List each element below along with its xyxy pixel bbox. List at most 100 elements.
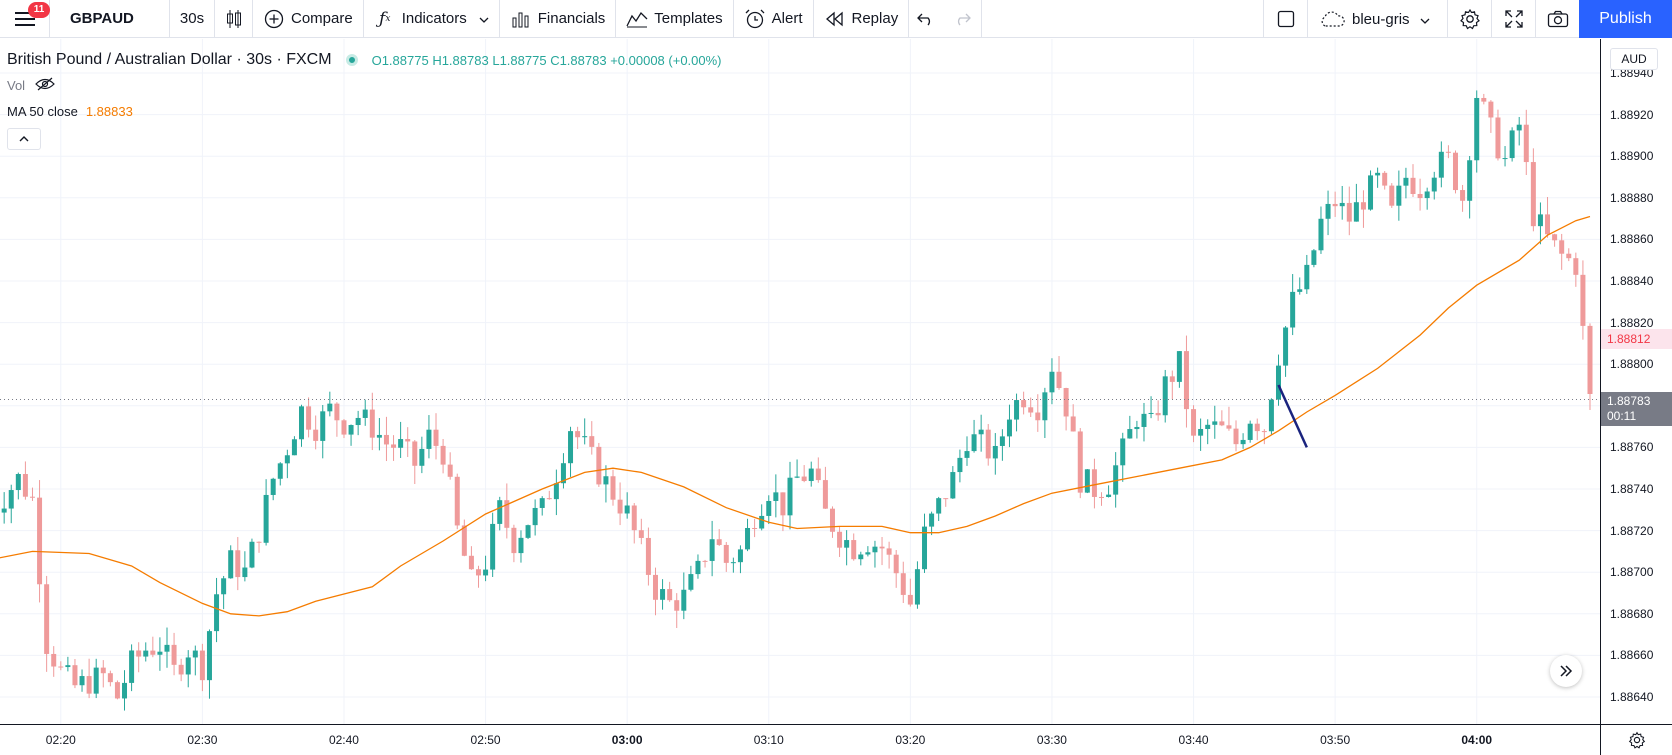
ma-label: MA 50 close xyxy=(7,103,78,119)
candle-body xyxy=(745,527,751,550)
settings-button[interactable] xyxy=(1447,0,1491,38)
candle-body xyxy=(1261,431,1267,433)
candle-body xyxy=(1006,419,1012,437)
candle-body xyxy=(1460,190,1466,201)
chart-type-button[interactable] xyxy=(215,0,253,38)
candle-body xyxy=(1176,351,1182,382)
candle-body xyxy=(624,505,630,514)
candle-body xyxy=(1523,124,1529,163)
candle-body xyxy=(1028,407,1034,413)
compare-button[interactable]: Compare xyxy=(253,0,364,38)
time-tick-label: 03:20 xyxy=(895,733,926,747)
candle-body xyxy=(1226,425,1232,429)
candle-body xyxy=(645,537,651,575)
volume-legend[interactable]: Vol xyxy=(7,72,722,98)
scroll-to-realtime-button[interactable] xyxy=(1550,655,1582,687)
interval-button[interactable]: 30s xyxy=(170,0,215,38)
candle-body xyxy=(1431,177,1437,192)
candle-body xyxy=(1509,130,1515,159)
chart-pane[interactable] xyxy=(0,39,1600,724)
candle-body xyxy=(483,569,489,576)
current-price: 1.88783 xyxy=(1607,393,1651,408)
candle-body xyxy=(844,540,850,548)
chevron-down-icon xyxy=(1420,11,1430,28)
time-axis[interactable]: 02:20 02:30 02:40 02:50 03:00 03:10 03:20 03:30… xyxy=(0,724,1600,755)
eye-crossed-icon[interactable] xyxy=(35,77,55,94)
ma-legend[interactable]: MA 50 close 1.88833 xyxy=(7,98,722,124)
expand-icon xyxy=(1504,10,1523,28)
candle-body xyxy=(603,476,609,485)
symbol-search-button[interactable]: GBPAUD xyxy=(50,0,170,38)
snapshot-button[interactable] xyxy=(1535,0,1579,38)
collapse-legend-button[interactable] xyxy=(7,128,41,150)
candle-body xyxy=(525,525,531,538)
candle-body xyxy=(1438,151,1444,178)
price-axis[interactable]: 1.88940 1.88920 1.88900 1.88880 1.88860 1.888… xyxy=(1600,39,1672,724)
candle-body xyxy=(553,483,559,500)
candle-body xyxy=(1488,101,1494,118)
candle-body xyxy=(631,505,637,531)
financials-button[interactable]: Financials xyxy=(500,0,617,38)
menu-button[interactable]: 11 xyxy=(0,0,50,38)
candle-body xyxy=(1537,214,1543,227)
templates-button[interactable]: Templates xyxy=(616,0,734,38)
candle-body xyxy=(58,666,64,668)
alert-button[interactable]: Alert xyxy=(734,0,814,38)
fullscreen-button[interactable] xyxy=(1491,0,1535,38)
chevron-down-icon[interactable] xyxy=(479,10,489,27)
candle-body xyxy=(752,527,758,529)
candle-body xyxy=(702,560,708,562)
notification-badge: 11 xyxy=(28,1,50,18)
candle-body xyxy=(992,445,998,459)
alarm-clock-icon xyxy=(745,9,765,28)
candle-body xyxy=(221,578,227,595)
price-tick-label: 1.88840 xyxy=(1610,274,1654,288)
candle-body xyxy=(1099,496,1105,498)
right-toolbar: bleu-gris xyxy=(1263,0,1579,38)
redo-button[interactable] xyxy=(943,0,983,38)
replay-button[interactable]: Replay xyxy=(814,0,910,38)
candle-body xyxy=(171,644,177,665)
chevron-up-icon xyxy=(19,136,29,142)
candle-body xyxy=(794,476,800,478)
candle-body xyxy=(801,476,807,482)
undo-button[interactable] xyxy=(909,0,943,38)
candle-body xyxy=(433,429,439,446)
templates-label: Templates xyxy=(654,10,723,27)
candle-body xyxy=(327,403,333,412)
candle-body xyxy=(1240,439,1246,445)
candle-body xyxy=(1304,264,1310,290)
candle-body xyxy=(971,434,977,452)
candle-body xyxy=(1467,160,1473,201)
candle-body xyxy=(858,554,864,560)
current-price-label: 1.88783 00:11 xyxy=(1601,391,1672,426)
candle-body xyxy=(475,569,481,576)
candle-body xyxy=(1212,421,1218,425)
candle-body xyxy=(1169,376,1175,382)
price-chart[interactable] xyxy=(0,39,1600,724)
candle-body xyxy=(136,650,142,657)
price-tick-label: 1.88700 xyxy=(1610,565,1654,580)
currency-selector[interactable]: AUD xyxy=(1610,48,1658,70)
candle-body xyxy=(1417,193,1423,199)
candle-body xyxy=(900,573,906,595)
layout-menu-button[interactable]: bleu-gris xyxy=(1307,0,1447,38)
time-tick-label: 03:00 xyxy=(611,733,643,747)
candle-body xyxy=(1530,162,1536,227)
candle-body xyxy=(1580,274,1586,326)
candle-body xyxy=(1014,400,1020,420)
gear-icon xyxy=(1459,8,1480,30)
candle-body xyxy=(1587,325,1593,394)
candle-body xyxy=(865,552,871,555)
candle-body xyxy=(1474,97,1480,161)
candle-body xyxy=(1191,409,1197,436)
candle-body xyxy=(1318,218,1324,251)
fullscreen-layout-button[interactable] xyxy=(1263,0,1307,38)
bar-chart-icon xyxy=(512,12,529,27)
publish-button[interactable]: Publish xyxy=(1579,0,1672,38)
axis-settings-button[interactable] xyxy=(1600,724,1672,755)
candle-body xyxy=(1346,202,1352,222)
symbol-title[interactable]: British Pound / Australian Dollar · 30s … xyxy=(7,51,332,68)
candle-body xyxy=(1219,421,1225,426)
